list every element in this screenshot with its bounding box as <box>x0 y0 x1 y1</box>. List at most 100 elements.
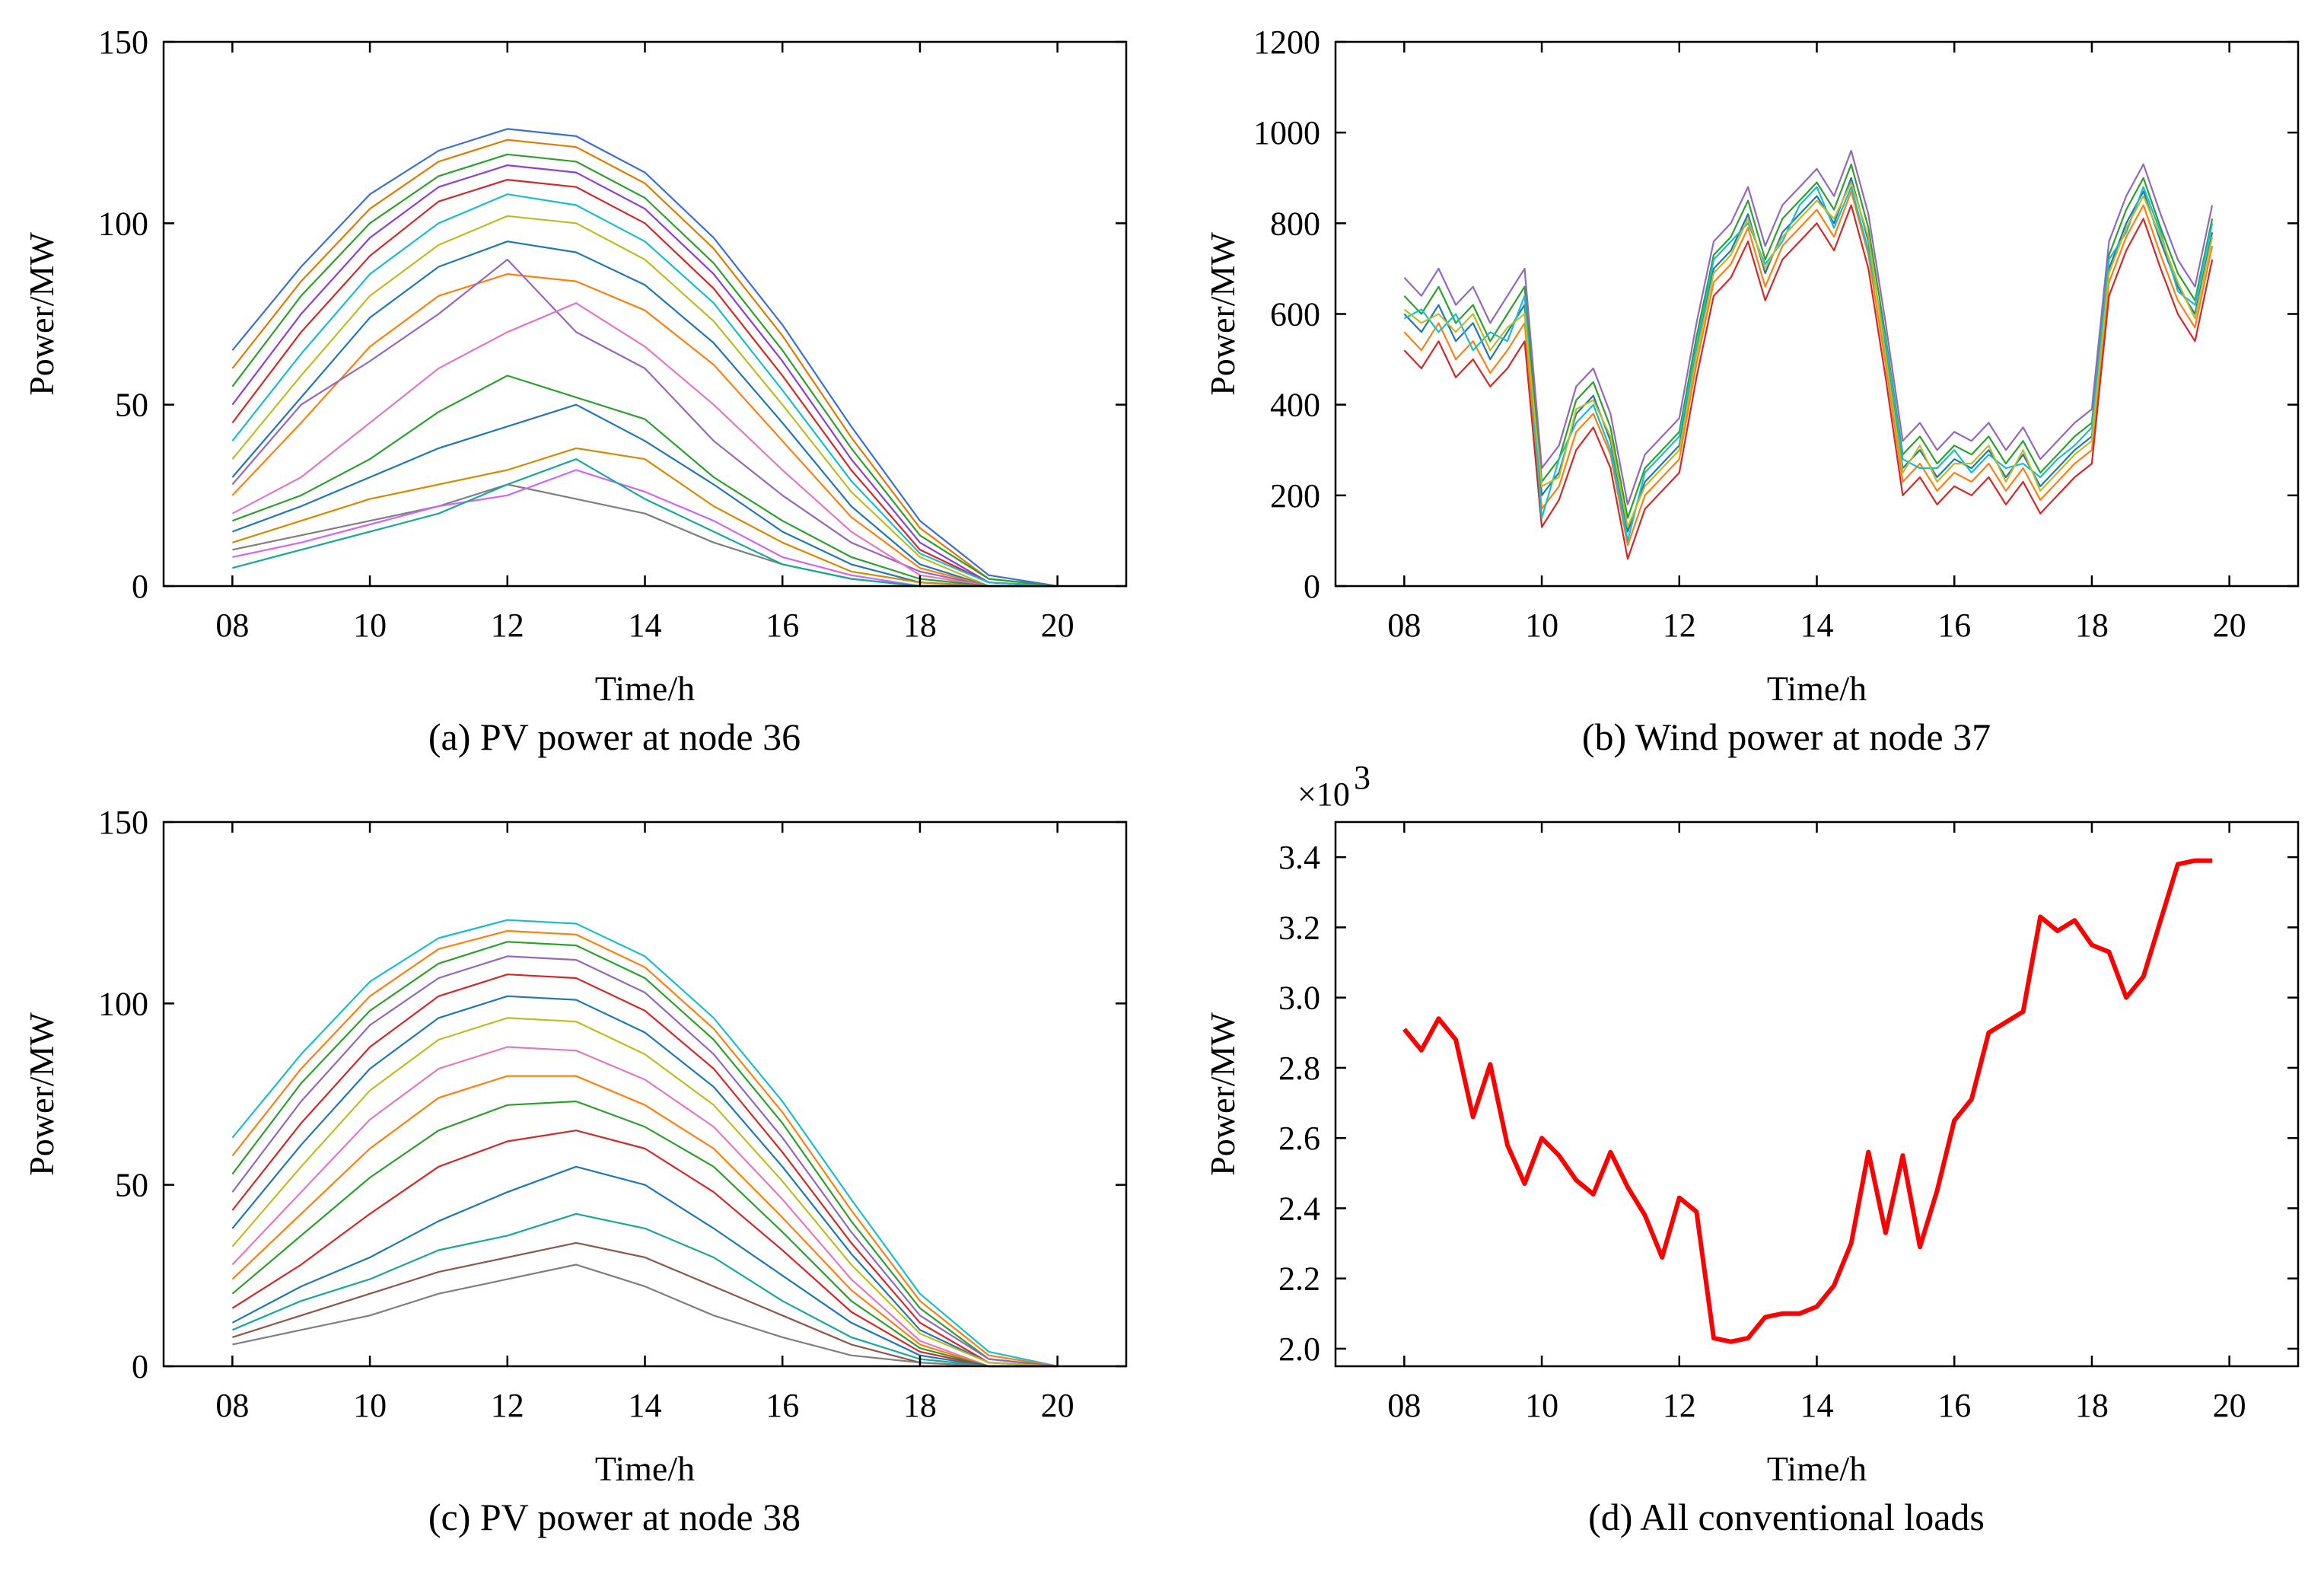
y-tick-label: 200 <box>1270 477 1320 515</box>
x-tick-label: 14 <box>1800 607 1834 644</box>
y-tick-label: 2.0 <box>1278 1330 1320 1368</box>
x-tick-label: 08 <box>215 1387 249 1424</box>
y-tick-label: 100 <box>98 985 148 1022</box>
series-line-4 <box>1403 204 2214 560</box>
y-tick-label: 2.2 <box>1278 1260 1320 1298</box>
series-line-2 <box>231 139 1058 588</box>
y-tick-label: 600 <box>1270 296 1320 333</box>
series-line-5 <box>1403 149 2214 505</box>
x-tick-label: 18 <box>903 607 937 644</box>
series-line-7 <box>231 215 1058 588</box>
y-tick-label: 3.2 <box>1278 909 1320 946</box>
series-line-2 <box>231 929 1058 1368</box>
series-line-9 <box>231 1075 1058 1368</box>
y-tick-label: 0 <box>132 1348 148 1385</box>
series-line-1 <box>1402 858 2213 1344</box>
y-tick-label: 50 <box>115 1167 148 1204</box>
y-tick-label: 3.4 <box>1278 839 1320 876</box>
panel-caption: (b) Wind power at node 37 <box>1582 715 1991 758</box>
plot-frame <box>162 40 1128 588</box>
series-group <box>231 128 1058 588</box>
series-line-8 <box>231 241 1058 588</box>
x-tick-label: 20 <box>1041 607 1074 644</box>
x-tick-label: 12 <box>1663 607 1696 644</box>
series-line-7 <box>231 1017 1058 1368</box>
x-tick-label: 14 <box>629 607 662 644</box>
y-tick-label: 1200 <box>1253 24 1320 61</box>
series-line-13 <box>231 1213 1058 1368</box>
y-tick-label: 0 <box>1304 568 1320 605</box>
y-tick-label: 1000 <box>1253 114 1320 151</box>
series-line-8 <box>231 1046 1058 1368</box>
x-tick-label: 18 <box>2075 607 2109 644</box>
x-tick-label: 10 <box>353 1387 387 1424</box>
axis-exponent: ×10 <box>1297 776 1350 813</box>
panel-caption: (d) All conventional loads <box>1588 1496 1985 1538</box>
y-tick-label: 2.8 <box>1278 1050 1320 1087</box>
panel-caption: (c) PV power at node 38 <box>428 1496 801 1538</box>
x-tick-label: 10 <box>353 607 387 644</box>
x-tick-label: 14 <box>1800 1387 1834 1424</box>
series-line-11 <box>231 302 1058 588</box>
y-tick-label: 100 <box>98 205 148 242</box>
x-axis-title: Time/h <box>595 1449 695 1488</box>
y-tick-label: 50 <box>115 387 148 424</box>
series-line-9 <box>231 273 1058 588</box>
x-tick-label: 10 <box>1525 1387 1558 1424</box>
y-tick-label: 150 <box>98 804 148 841</box>
plot-frame <box>1334 40 2300 588</box>
x-tick-label: 20 <box>2213 607 2246 644</box>
series-line-3 <box>231 941 1058 1368</box>
x-tick-label: 08 <box>215 607 249 644</box>
y-tick-label: 400 <box>1270 387 1320 424</box>
series-line-4 <box>231 955 1058 1368</box>
series-line-6 <box>1403 186 2214 542</box>
x-tick-label: 20 <box>1041 1387 1074 1424</box>
series-line-5 <box>231 179 1058 588</box>
y-axis-title: Power/MW <box>1203 232 1242 396</box>
chart-panel-4: 08 10 12 14 16 18 20 2.0 2.2 2.4 2.6 2.8 3.0 3.2 3.4 Ti… <box>1203 759 2300 1538</box>
x-tick-label: 18 <box>903 1387 937 1424</box>
y-tick-label: 2.4 <box>1278 1190 1320 1227</box>
series-line-5 <box>231 974 1058 1368</box>
series-group <box>231 919 1058 1368</box>
x-axis-title: Time/h <box>595 669 695 708</box>
x-tick-label: 16 <box>1937 607 1971 644</box>
series-line-12 <box>231 1165 1058 1368</box>
series-line-1 <box>231 128 1058 588</box>
series-line-17 <box>232 458 1058 588</box>
x-tick-label: 08 <box>1387 607 1421 644</box>
chart-panel-2: 08 10 12 14 16 18 20020040060080010001200Time/… <box>1203 24 2300 758</box>
x-axis-title: Time/h <box>1767 669 1867 708</box>
chart-panel-1: 08 10 12 14 16 18 20 0 50 100 150 Time/h Power/MW (a)… <box>22 24 1128 758</box>
chart-panel-3: 08 10 12 14 16 18 20 0 50 100 150 Time/h Power/MW (c)… <box>22 804 1128 1538</box>
panel-caption: (a) PV power at node 36 <box>428 715 801 758</box>
axis-exponent-power: 3 <box>1354 759 1371 796</box>
y-tick-label: 2.6 <box>1278 1120 1320 1157</box>
x-tick-label: 16 <box>1937 1387 1971 1424</box>
series-line-10 <box>231 258 1058 588</box>
y-axis-title: Power/MW <box>1203 1012 1242 1176</box>
series-line-3 <box>231 153 1058 588</box>
series-group <box>1402 858 2213 1344</box>
series-group <box>1403 149 2214 560</box>
series-line-14 <box>232 447 1058 588</box>
x-tick-label: 12 <box>1663 1387 1696 1424</box>
series-line-1 <box>231 919 1058 1368</box>
series-line-12 <box>232 374 1058 588</box>
series-line-6 <box>231 995 1058 1368</box>
x-axis-title: Time/h <box>1767 1449 1867 1488</box>
x-tick-label: 16 <box>766 607 799 644</box>
series-line-2 <box>1403 190 2214 547</box>
y-tick-label: 0 <box>132 568 148 605</box>
x-tick-label: 08 <box>1387 1387 1421 1424</box>
y-tick-label: 3.0 <box>1278 980 1320 1017</box>
y-axis-title: Power/MW <box>22 1012 61 1176</box>
series-line-11 <box>231 1130 1058 1368</box>
x-tick-label: 12 <box>491 1387 524 1424</box>
x-tick-label: 16 <box>766 1387 799 1424</box>
x-tick-label: 12 <box>491 607 524 644</box>
x-tick-label: 10 <box>1525 607 1558 644</box>
y-tick-label: 800 <box>1270 205 1320 242</box>
